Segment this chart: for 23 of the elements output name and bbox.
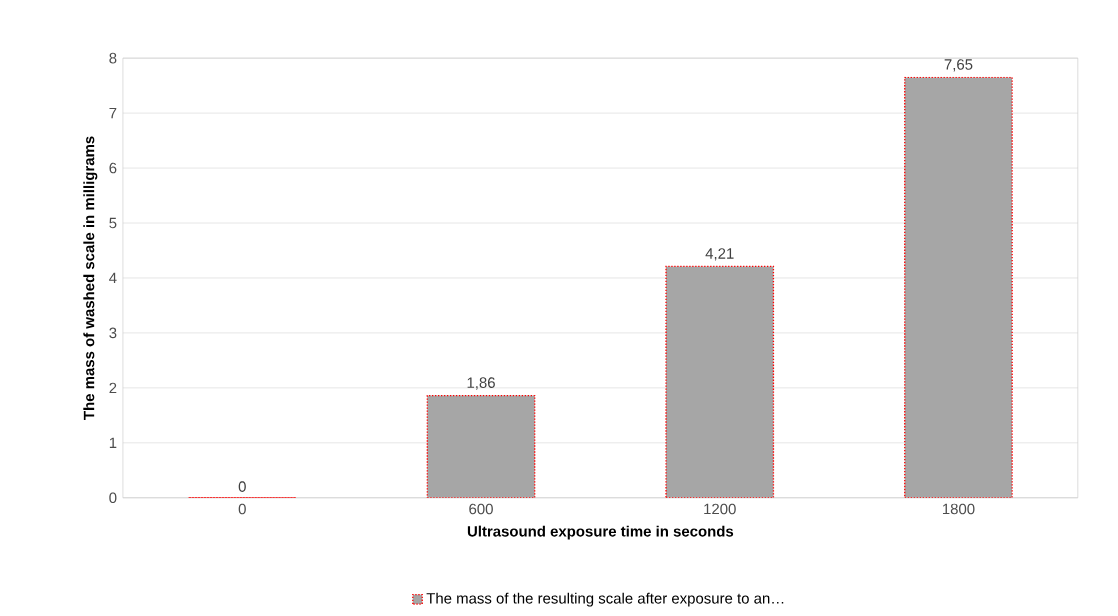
y-tick-label: 1	[109, 437, 117, 448]
y-tick-label: 5	[109, 217, 117, 229]
y-tick-label: 0	[109, 492, 117, 504]
bar	[904, 76, 1013, 498]
data-label: 1,86	[467, 377, 495, 390]
y-tick-label: 8	[109, 52, 117, 64]
y-tick-label: 2	[109, 382, 117, 394]
y-tick-label: 6	[109, 162, 117, 174]
bar	[426, 394, 536, 498]
data-label: 0	[238, 481, 246, 492]
legend-label: The mass of the resulting scale after exposure to an…	[426, 592, 784, 607]
y-tick-label: 4	[109, 272, 117, 284]
y-tick-label: 3	[109, 327, 117, 339]
y-axis-title: The mass of washed scale in milligrams	[83, 136, 98, 420]
data-label: 4,21	[705, 248, 734, 261]
y-tick-label: 7	[109, 107, 117, 119]
x-tick-label: 1200	[704, 503, 736, 515]
data-label: 7,65	[944, 59, 973, 72]
x-tick-label: 600	[469, 503, 493, 515]
x-axis-title: Ultrasound exposure time in seconds	[467, 525, 734, 540]
x-tick-label: 1800	[942, 503, 975, 515]
bar	[665, 265, 775, 498]
x-tick-label: 0	[238, 503, 246, 515]
